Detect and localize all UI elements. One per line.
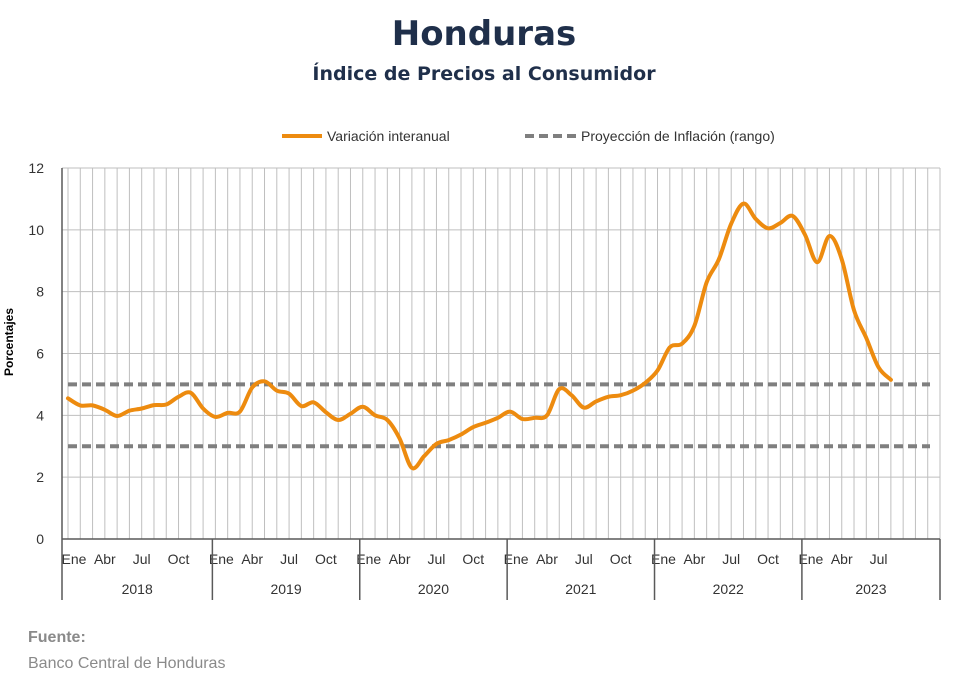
y-tick-label: 0 — [36, 531, 44, 547]
x-tick-label: Jul — [575, 551, 593, 567]
y-axis-ticks: 0 2 4 6 8 10 12 — [28, 160, 44, 547]
year-label: 2019 — [270, 581, 301, 597]
grid — [62, 167, 941, 540]
year-label: 2022 — [713, 581, 744, 597]
x-tick-label: Oct — [610, 551, 632, 567]
x-tick-label: Oct — [462, 551, 484, 567]
x-tick-label: Abr — [241, 551, 263, 567]
y-tick-label: 2 — [36, 469, 44, 485]
year-label: 2023 — [855, 581, 886, 597]
y-axis-label: Porcentajes — [2, 308, 16, 376]
x-tick-label: Oct — [168, 551, 190, 567]
year-label: 2018 — [122, 581, 153, 597]
projection-range — [68, 382, 930, 449]
x-tick-label: Jul — [722, 551, 740, 567]
source-label: Fuente: — [28, 629, 86, 646]
x-tick-label: Jul — [870, 551, 888, 567]
year-label: 2021 — [565, 581, 596, 597]
year-labels: 2018 2019 2020 2021 2022 2023 — [61, 539, 941, 600]
legend: Variación interanual Proyección de Infla… — [282, 128, 775, 144]
x-tick-label: Jul — [280, 551, 298, 567]
x-tick-label: Abr — [536, 551, 558, 567]
chart-title: Honduras — [392, 14, 577, 54]
x-tick-label: Abr — [683, 551, 705, 567]
x-tick-label: Ene — [504, 551, 529, 567]
y-tick-label: 4 — [36, 407, 44, 423]
x-tick-label: Oct — [315, 551, 337, 567]
series-variacion-interanual — [66, 201, 893, 471]
x-tick-label: Abr — [389, 551, 411, 567]
y-tick-label: 6 — [36, 346, 44, 362]
legend-label-proyeccion: Proyección de Inflación (rango) — [581, 128, 775, 144]
x-tick-label: Abr — [94, 551, 116, 567]
y-tick-label: 10 — [28, 222, 44, 238]
series-line-variacion-interanual — [66, 201, 893, 471]
legend-label-variacion: Variación interanual — [327, 128, 450, 144]
y-tick-label: 8 — [36, 284, 44, 300]
year-label: 2020 — [418, 581, 449, 597]
x-tick-label: Ene — [209, 551, 234, 567]
x-tick-label: Ene — [62, 551, 87, 567]
x-tick-label: Jul — [427, 551, 445, 567]
y-tick-label: 12 — [28, 160, 44, 176]
x-tick-label: Ene — [798, 551, 823, 567]
x-axis-ticks: Ene Abr Jul Oct Ene Abr Jul Oct Ene Abr Jul Oct Ene A… — [62, 551, 888, 567]
x-tick-label: Ene — [651, 551, 676, 567]
x-tick-label: Jul — [133, 551, 151, 567]
chart-subtitle: Índice de Precios al Consumidor — [312, 62, 656, 85]
x-tick-label: Abr — [831, 551, 853, 567]
source-text: Banco Central de Honduras — [28, 655, 225, 672]
x-tick-label: Ene — [356, 551, 381, 567]
axes — [61, 168, 940, 540]
x-tick-label: Oct — [757, 551, 779, 567]
